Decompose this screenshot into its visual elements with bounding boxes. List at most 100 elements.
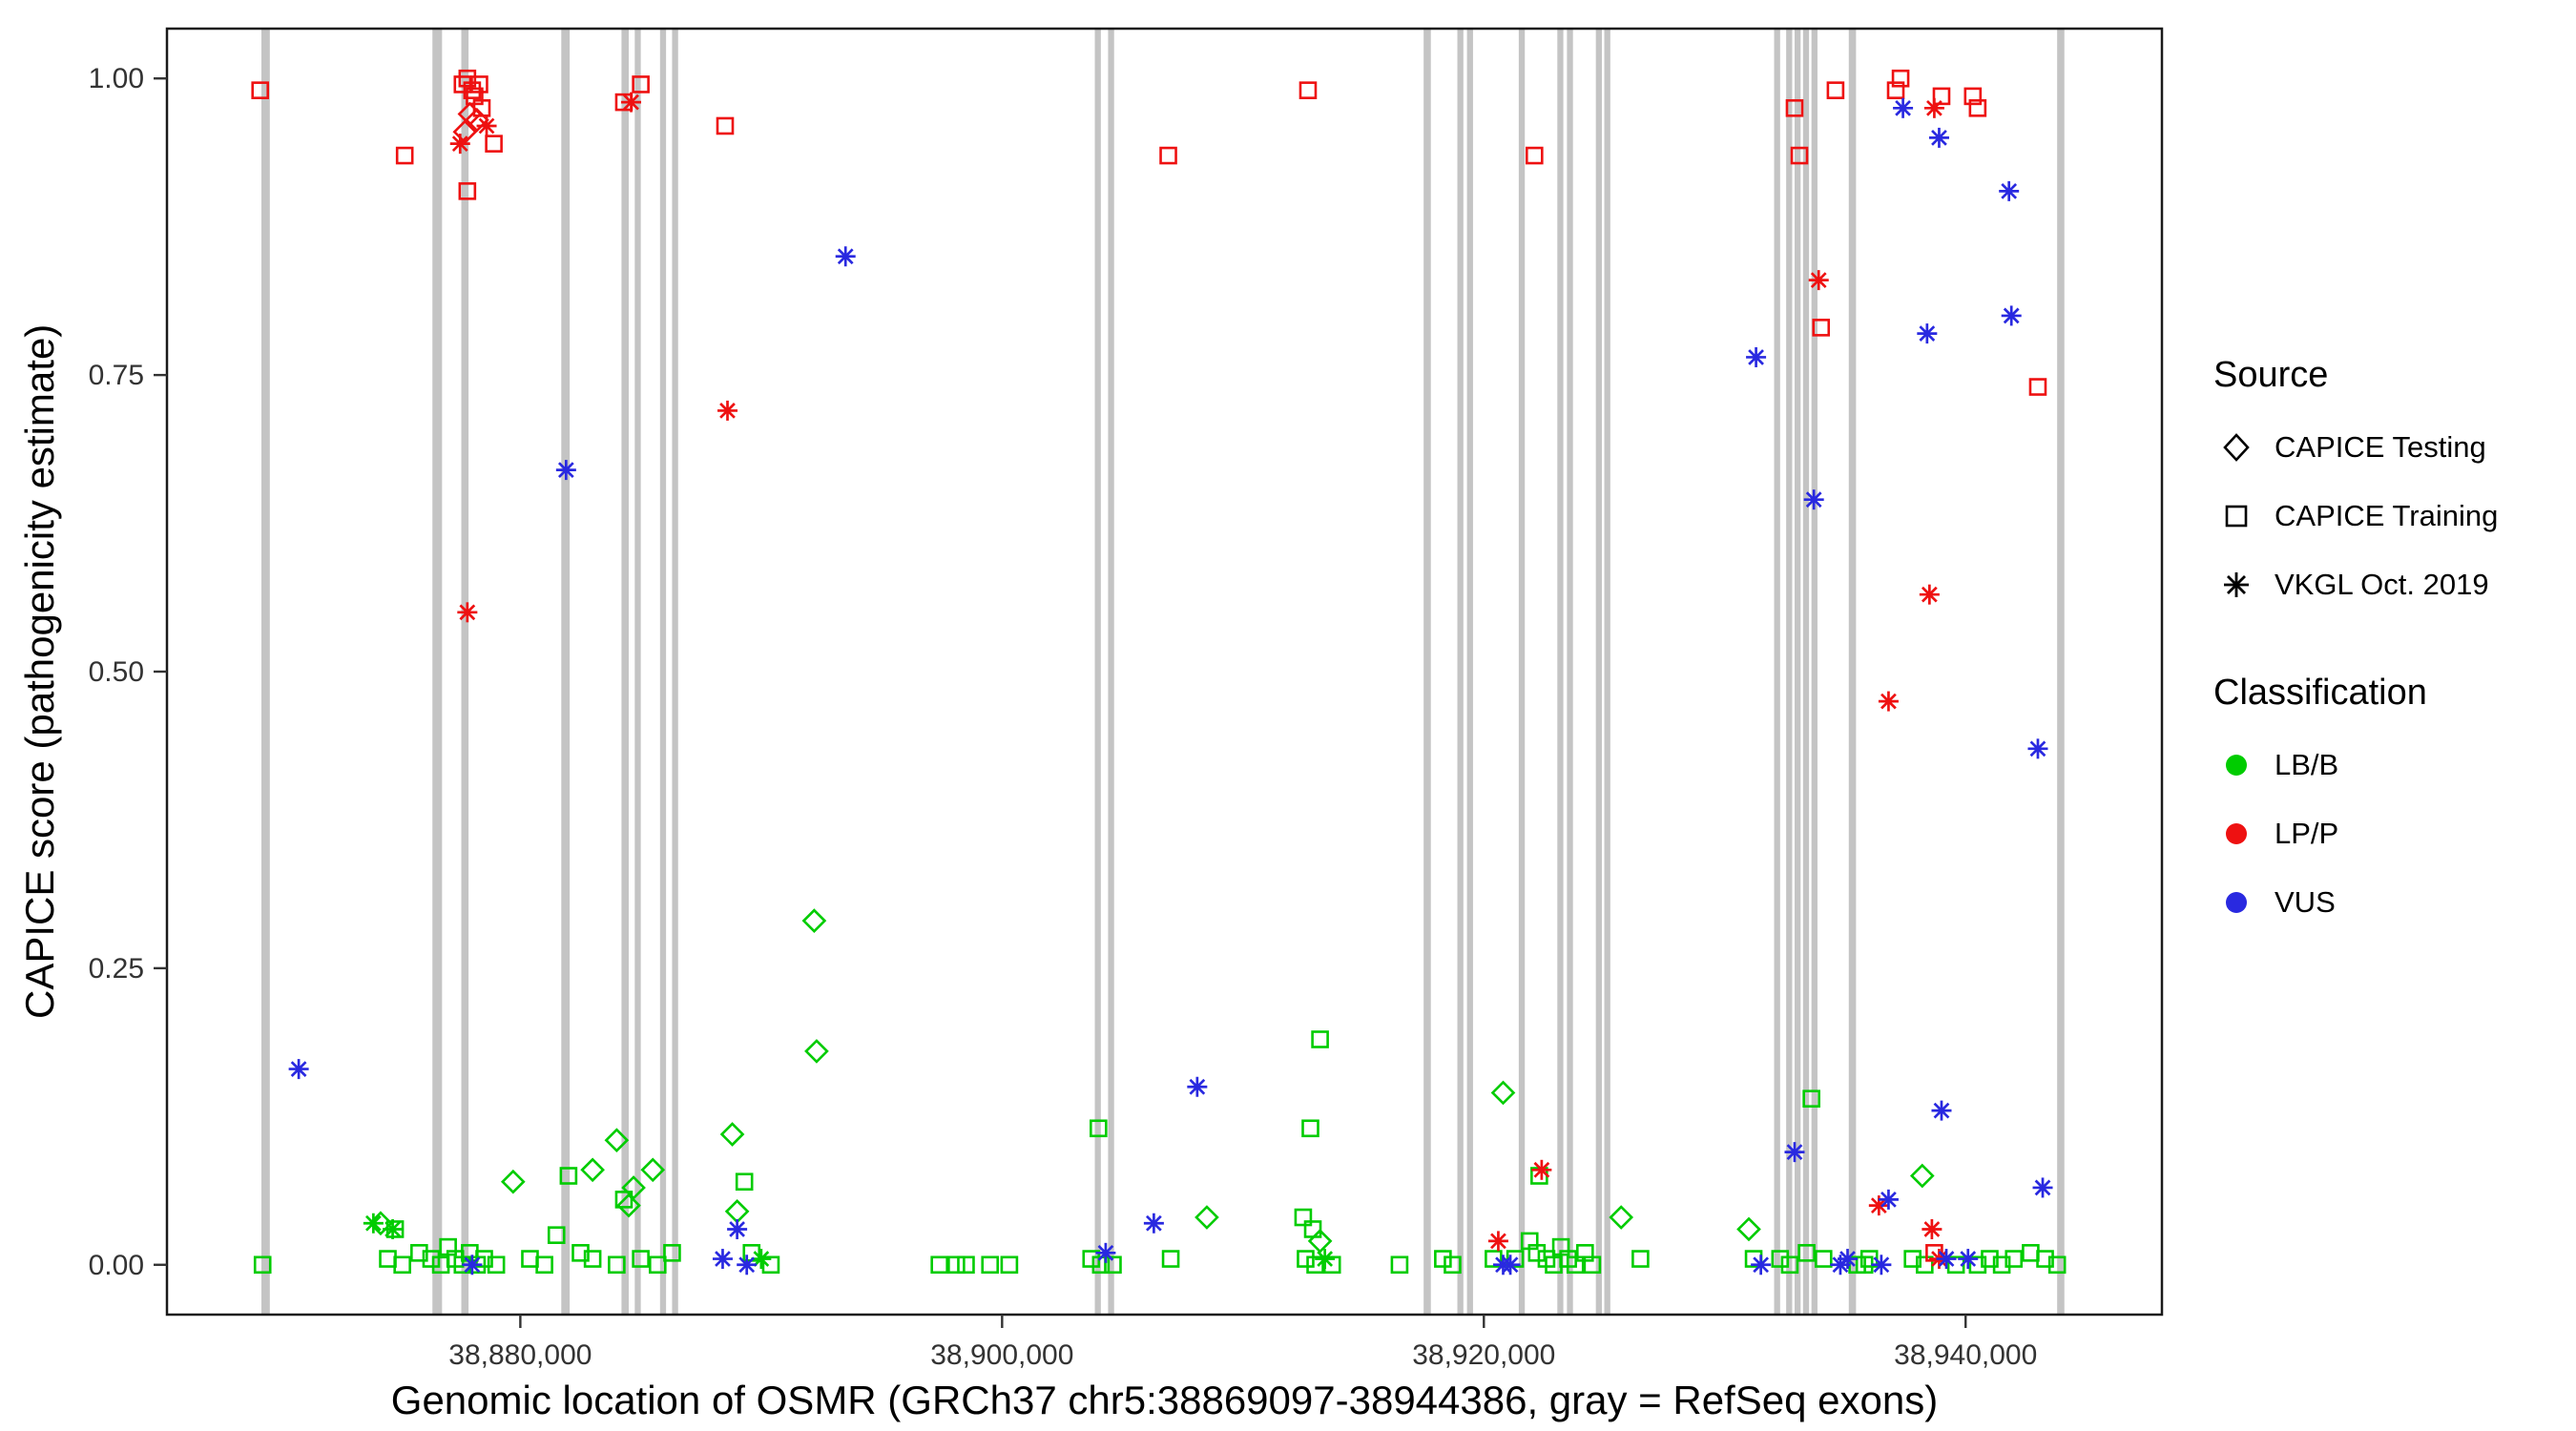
exon-bar: [432, 29, 443, 1315]
y-axis-title: CAPICE score (pathogenicity estimate): [17, 323, 62, 1020]
data-point: [1999, 180, 2020, 201]
data-point: [1780, 1255, 1799, 1275]
exon-bar: [1794, 29, 1801, 1315]
data-point: [500, 1169, 526, 1194]
data-point: [2027, 738, 2048, 759]
exon-bar: [1457, 29, 1464, 1315]
data-point: [1297, 1250, 1315, 1268]
exon-bar: [1786, 29, 1793, 1315]
data-point: [1746, 346, 1767, 367]
data-point: [1736, 1216, 1761, 1242]
data-point: [521, 1250, 539, 1268]
data-point: [1527, 1244, 1547, 1262]
y-tick-label: 0.75: [89, 360, 144, 391]
legend-item-capice-testing: CAPICE Testing: [2213, 413, 2566, 482]
legend-item-lpp: LP/P: [2213, 799, 2566, 868]
data-point: [453, 75, 472, 93]
vus-dot-icon: [2226, 892, 2247, 913]
data-point: [1922, 1218, 1942, 1239]
data-point: [465, 107, 489, 133]
data-point: [2005, 1250, 2024, 1268]
data-point: [487, 1255, 506, 1275]
data-point: [470, 75, 488, 93]
data-point: [640, 1157, 666, 1183]
legend-label: LP/P: [2275, 817, 2339, 850]
data-point: [1490, 1080, 1516, 1106]
data-point: [1104, 1255, 1122, 1275]
exon-bar: [1802, 29, 1810, 1315]
data-point: [2036, 1250, 2054, 1268]
exon-bar: [1848, 29, 1857, 1315]
exon-bar: [1557, 29, 1564, 1315]
data-point: [571, 1244, 590, 1262]
data-point: [1909, 1163, 1935, 1189]
data-point: [363, 1213, 384, 1234]
data-point: [1803, 489, 1824, 510]
exon-bar: [1423, 29, 1431, 1315]
data-point: [957, 1255, 975, 1275]
lbb-dot-icon: [2226, 755, 2247, 776]
y-tick-label: 1.00: [89, 63, 144, 94]
data-point: [458, 69, 477, 88]
lpp-dot-icon: [2226, 823, 2247, 844]
data-points: [251, 69, 2067, 1275]
data-point: [621, 92, 642, 113]
data-point: [1808, 270, 1829, 291]
data-point: [1306, 1255, 1324, 1275]
data-point: [632, 1250, 650, 1268]
data-point: [1434, 1250, 1452, 1268]
data-point: [947, 1255, 966, 1275]
data-point: [1095, 1242, 1116, 1263]
x-axis: 38,880,000 38,900,000 38,920,000 38,940,000: [448, 1315, 2037, 1371]
data-point: [1891, 69, 1910, 88]
data-point: [1963, 87, 1983, 106]
y-tick-label: 0.50: [89, 656, 144, 688]
data-point: [1307, 1229, 1333, 1254]
legend-label: CAPICE Testing: [2275, 430, 2486, 464]
data-point: [663, 1244, 681, 1262]
legend-item-capice-training: CAPICE Training: [2213, 482, 2566, 550]
data-point: [735, 1172, 754, 1192]
data-point: [1928, 127, 1949, 148]
data-point: [1315, 1249, 1336, 1270]
data-point: [1919, 584, 1940, 605]
data-point: [737, 1255, 758, 1275]
diamond-icon: [2223, 433, 2250, 462]
data-point: [724, 1198, 750, 1224]
data-point: [1583, 1255, 1602, 1275]
data-point: [547, 1226, 566, 1244]
data-point: [253, 1255, 272, 1275]
x-tick-label: 38,920,000: [1412, 1339, 1555, 1371]
data-point: [621, 1175, 646, 1200]
data-point: [632, 75, 650, 93]
data-point: [804, 1039, 829, 1064]
y-tick-label: 0.00: [89, 1250, 144, 1281]
data-point: [379, 1250, 397, 1268]
exon-bar: [672, 29, 678, 1315]
legend-item-vus: VUS: [2213, 868, 2566, 937]
exon-bar: [1567, 29, 1573, 1315]
data-point: [1390, 1255, 1409, 1275]
data-point: [2022, 1244, 2040, 1262]
data-point: [1531, 1159, 1552, 1180]
exon-bar: [621, 29, 629, 1315]
x-tick-label: 38,940,000: [1894, 1339, 2037, 1371]
data-point: [716, 116, 735, 135]
legend-gap: [2213, 619, 2566, 673]
data-point: [1838, 1249, 1859, 1270]
data-point: [1936, 1249, 1957, 1270]
y-tick-label: 0.25: [89, 953, 144, 985]
data-point: [1566, 1255, 1585, 1275]
data-point: [1609, 1205, 1634, 1230]
data-point: [604, 1128, 630, 1153]
data-point: [2032, 1177, 2053, 1198]
data-point: [1797, 1244, 1816, 1262]
data-point: [458, 182, 477, 200]
data-point: [1886, 81, 1905, 99]
data-point: [1751, 1255, 1772, 1275]
data-point: [1187, 1076, 1208, 1097]
data-point: [1871, 1255, 1892, 1275]
data-point: [648, 1255, 667, 1275]
data-point: [719, 1122, 745, 1147]
